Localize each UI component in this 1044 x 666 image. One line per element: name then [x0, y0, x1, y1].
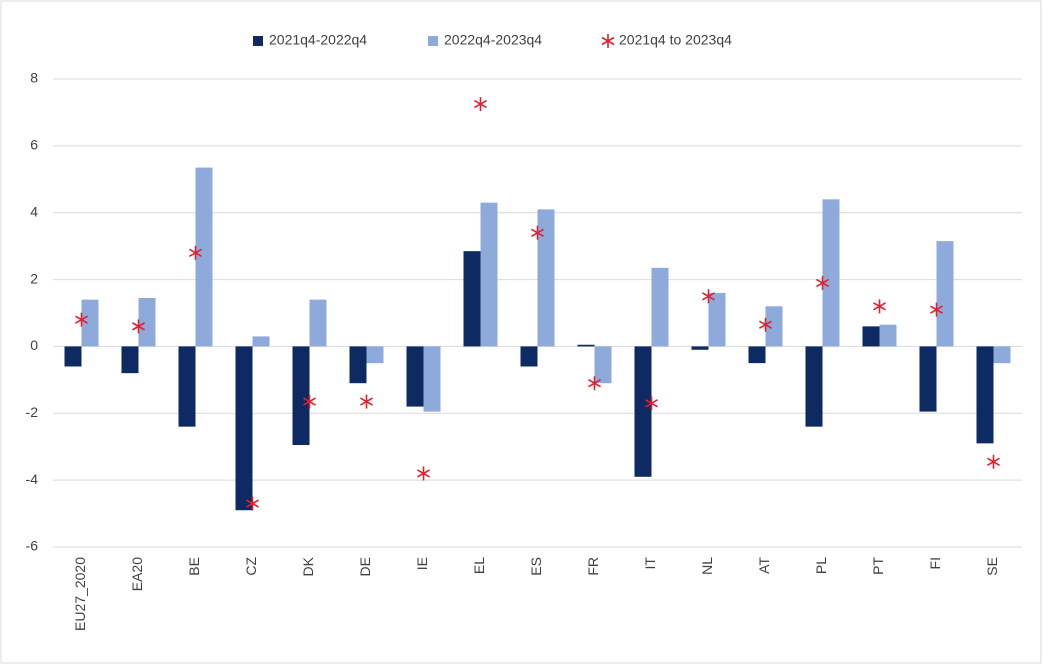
bar	[252, 336, 270, 347]
bar	[309, 299, 327, 347]
x-tick-label: PT	[870, 557, 886, 575]
star-marker	[474, 97, 487, 112]
star-marker	[702, 289, 715, 304]
bar	[292, 346, 310, 446]
x-tick-label: AT	[756, 557, 772, 574]
star-marker	[75, 312, 88, 327]
x-tick-label: DK	[300, 556, 316, 576]
star-marker	[816, 275, 829, 290]
bar	[423, 346, 441, 412]
bar	[879, 324, 897, 347]
star-marker	[303, 394, 316, 409]
bar	[235, 346, 253, 511]
bar	[366, 346, 384, 364]
y-tick-label: 0	[30, 337, 38, 353]
legend-label: 2021q4-2022q4	[269, 32, 367, 48]
bar	[537, 209, 555, 347]
x-tick-label: FR	[585, 557, 601, 576]
bar	[406, 346, 424, 407]
x-tick-label: SE	[984, 557, 1000, 576]
bar	[765, 306, 783, 347]
bar	[936, 241, 954, 347]
x-tick-label: IE	[414, 557, 430, 570]
bar	[121, 346, 139, 374]
x-tick-label: PL	[813, 557, 829, 574]
bar	[138, 297, 156, 347]
x-tick-label: CZ	[243, 557, 259, 576]
legend-swatch	[428, 36, 438, 46]
bar	[195, 167, 213, 347]
bar	[862, 326, 880, 347]
star-marker	[930, 302, 943, 317]
legend-swatch	[601, 34, 615, 48]
y-tick-label: 6	[30, 137, 38, 153]
x-tick-label: BE	[186, 557, 202, 576]
star-marker	[417, 466, 430, 481]
star-marker	[531, 225, 544, 240]
bar	[480, 202, 498, 347]
bar	[805, 346, 823, 427]
y-tick-label: 4	[30, 203, 38, 219]
bar	[708, 292, 726, 347]
bar	[178, 346, 196, 427]
y-tick-label: -6	[26, 538, 39, 554]
bar	[651, 267, 669, 347]
star-marker	[588, 376, 601, 391]
x-tick-label: NL	[699, 557, 715, 575]
legend-label: 2021q4 to 2023q4	[619, 32, 732, 48]
x-tick-label: EL	[471, 557, 487, 574]
bar	[822, 199, 840, 347]
star-marker	[873, 299, 886, 314]
bar	[520, 346, 538, 367]
x-tick-label: ES	[528, 557, 544, 576]
legend-swatch	[253, 36, 263, 46]
bar	[993, 346, 1011, 364]
x-tick-label: EA20	[129, 557, 145, 591]
bar	[577, 344, 595, 347]
star-marker	[189, 245, 202, 260]
star-marker	[759, 317, 772, 332]
bar	[349, 346, 367, 384]
bar	[976, 346, 994, 444]
bar	[634, 346, 652, 477]
bar	[463, 251, 481, 347]
bar	[64, 346, 82, 367]
star-marker	[360, 394, 373, 409]
star-marker	[246, 496, 259, 511]
y-tick-label: 2	[30, 270, 38, 286]
bar	[691, 346, 709, 350]
legend-label: 2022q4-2023q4	[444, 32, 542, 48]
x-tick-label: IT	[642, 557, 658, 570]
bar	[81, 299, 99, 347]
bar	[594, 346, 612, 384]
x-tick-label: DE	[357, 557, 373, 576]
x-tick-label: FI	[927, 557, 943, 569]
bar	[748, 346, 766, 364]
star-marker	[987, 454, 1000, 469]
y-tick-label: 8	[30, 70, 38, 86]
y-tick-label: -4	[26, 471, 39, 487]
x-tick-label: EU27_2020	[72, 557, 88, 631]
bar	[919, 346, 937, 412]
y-tick-label: -2	[26, 404, 39, 420]
star-marker	[645, 396, 658, 411]
star-marker	[132, 319, 145, 334]
